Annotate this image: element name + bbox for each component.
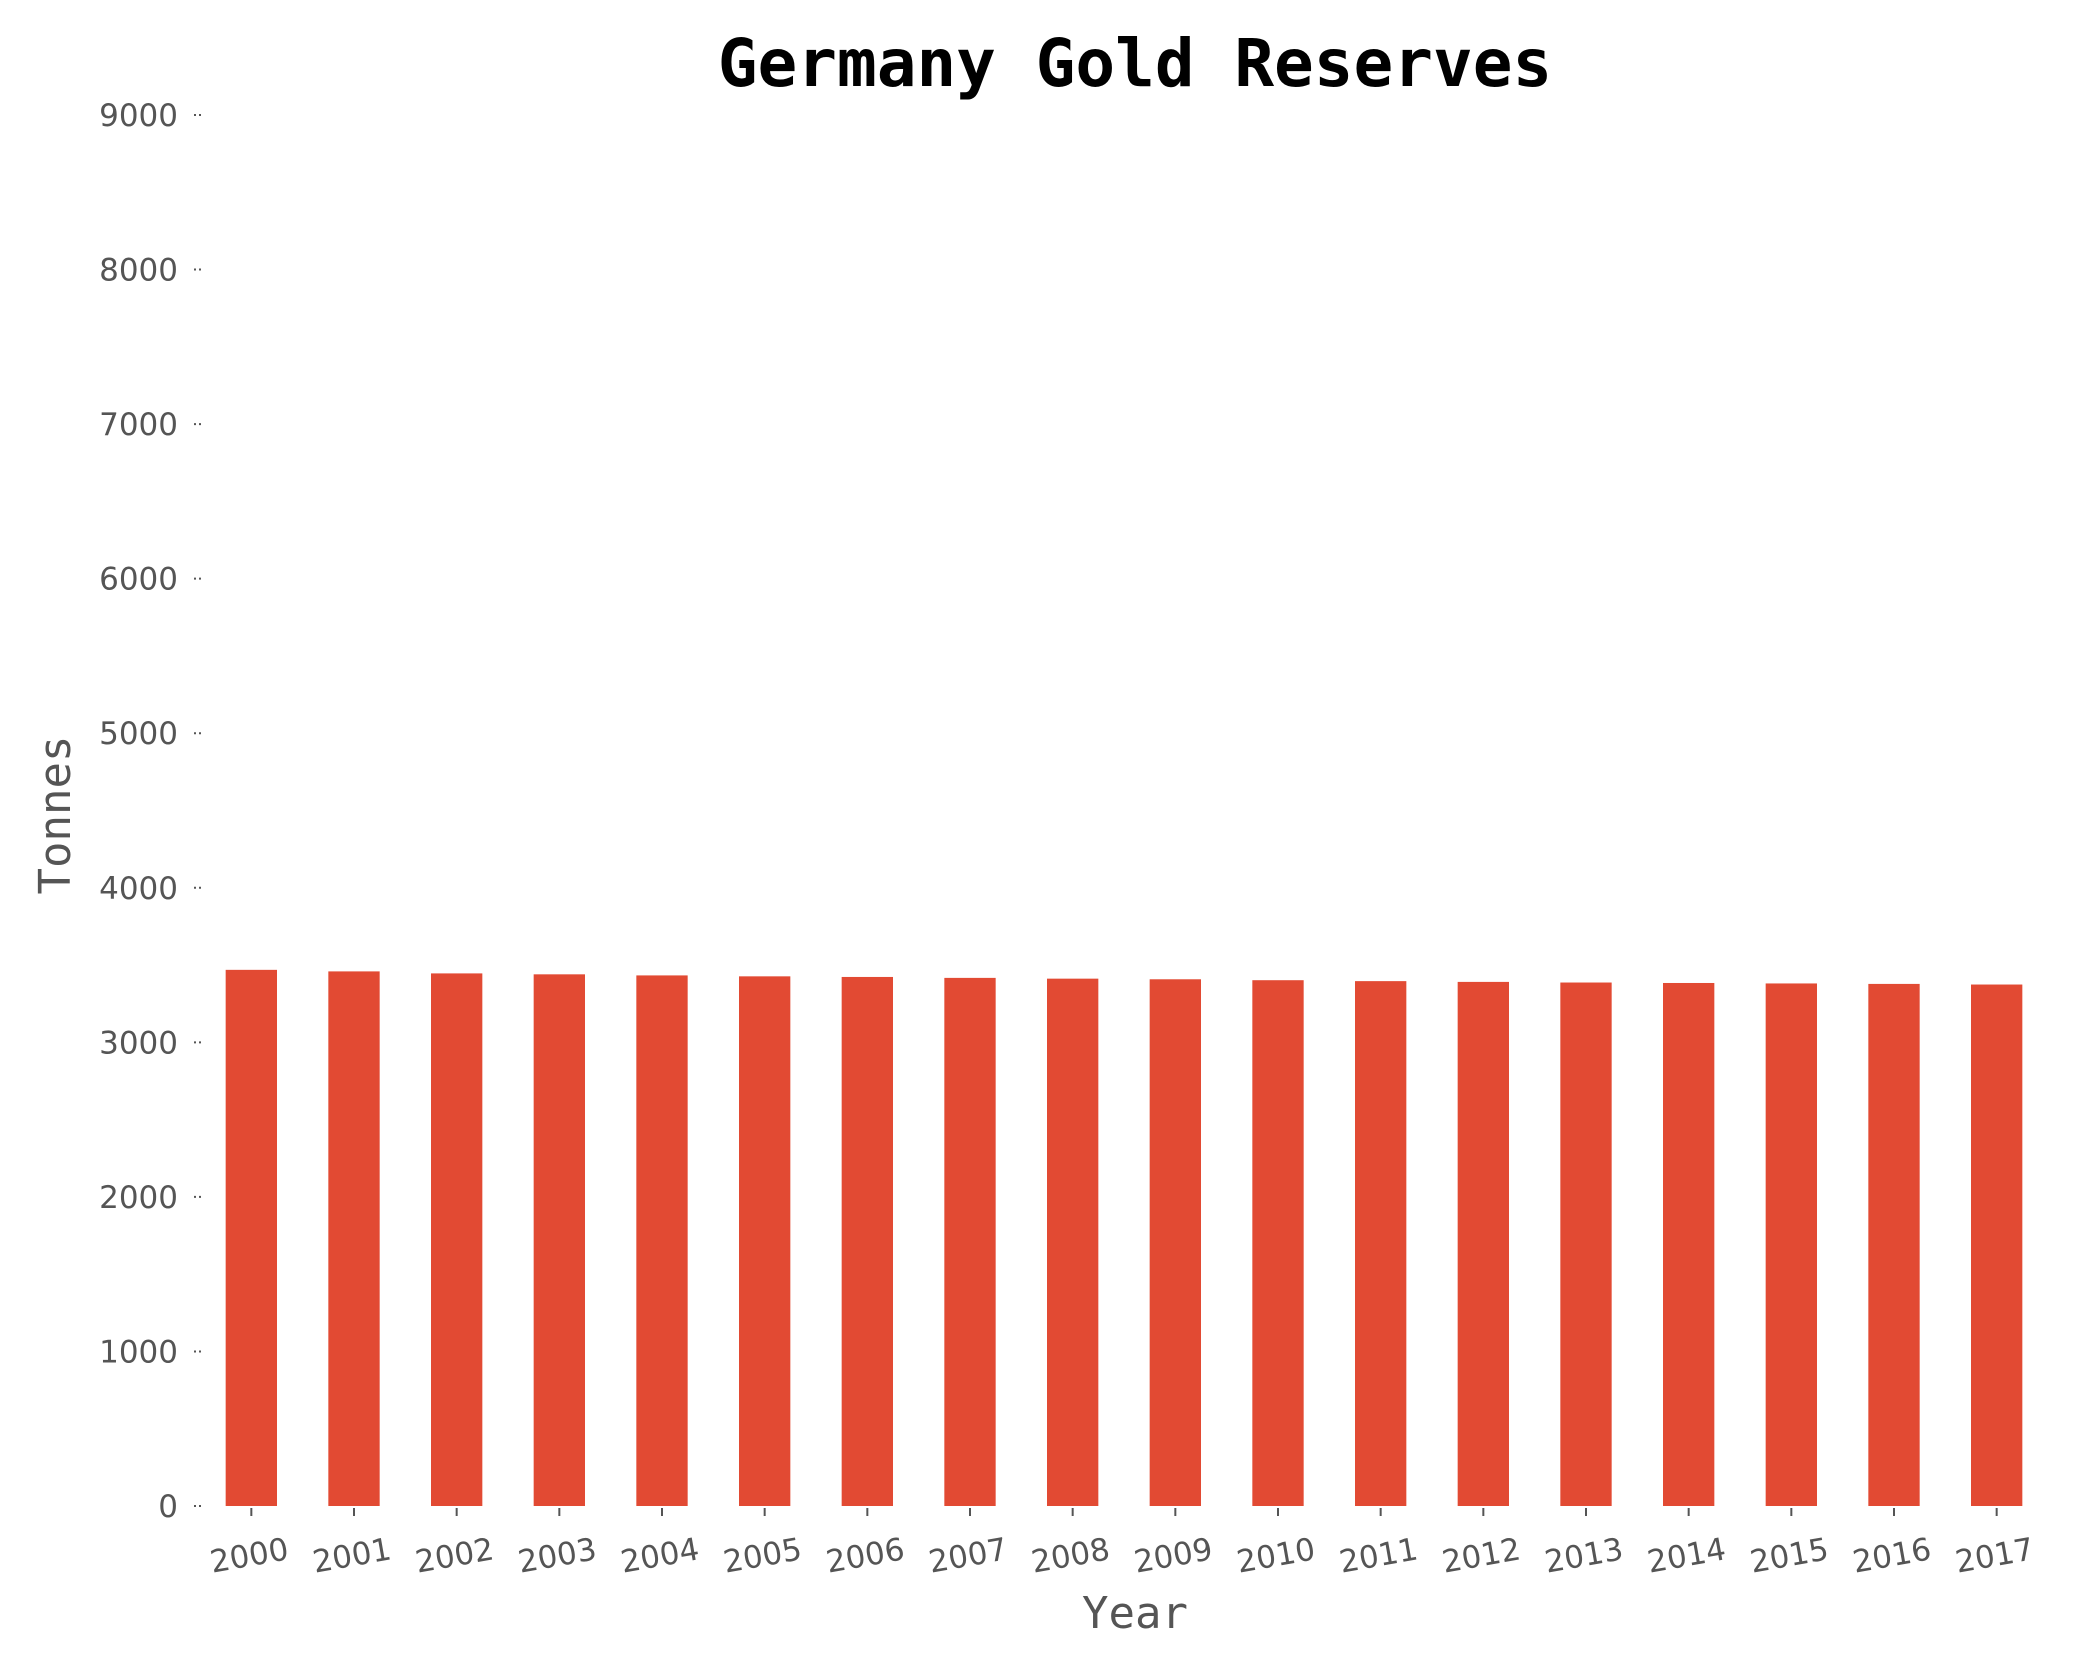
y-tick-label: 9000 — [99, 98, 178, 134]
y-tick-label: 1000 — [99, 1334, 178, 1370]
bar-2016 — [1868, 983, 1920, 1506]
bar-2017 — [1971, 984, 2023, 1506]
x-tick-label: 2002 — [413, 1531, 497, 1580]
y-tick-label: 6000 — [99, 562, 178, 598]
x-tick-label: 2015 — [1747, 1531, 1831, 1580]
x-tick-label: 2007 — [926, 1531, 1010, 1580]
bar-2011 — [1355, 981, 1407, 1506]
bar-2004 — [636, 975, 688, 1506]
x-tick-label: 2013 — [1542, 1531, 1626, 1580]
x-tick-label: 2008 — [1029, 1531, 1113, 1580]
x-axis-label: Year — [1082, 1588, 1188, 1639]
y-tick-label: 8000 — [99, 253, 178, 289]
x-tick-label: 2014 — [1645, 1531, 1729, 1580]
y-axis: 0 1000 2000 3000 4000 5000 6000 7000 8000 9000 — [99, 98, 204, 1525]
bar-2003 — [533, 974, 585, 1506]
bar-2015 — [1765, 983, 1817, 1506]
x-tick-label: 2001 — [310, 1531, 394, 1580]
x-tick-label: 2016 — [1850, 1531, 1934, 1580]
y-tick-label: 7000 — [99, 407, 178, 443]
x-tick-label: 2009 — [1131, 1531, 1215, 1580]
y-tick-label: 3000 — [99, 1025, 178, 1061]
bar-2009 — [1149, 979, 1201, 1506]
bar-2005 — [739, 976, 791, 1506]
chart-title: Germany Gold Reserves — [718, 25, 1552, 102]
x-tick-label: 2010 — [1234, 1531, 1318, 1580]
y-tick-label: 2000 — [99, 1180, 178, 1216]
y-tick-label: 4000 — [99, 871, 178, 907]
bar-2006 — [841, 976, 893, 1506]
x-tick-label: 2003 — [515, 1531, 599, 1580]
bar-2010 — [1252, 980, 1304, 1506]
x-tick-label: 2012 — [1439, 1531, 1523, 1580]
bar-2002 — [431, 973, 483, 1506]
bar-2007 — [944, 977, 996, 1506]
x-tick-label: 2004 — [618, 1531, 702, 1580]
x-axis: 2000 2001 2002 2003 2004 2005 2006 2007 2008 2009… — [207, 1508, 2037, 1581]
bars-group — [225, 969, 2023, 1506]
y-axis-label: Tonnes — [30, 736, 81, 895]
bar-2008 — [1047, 978, 1099, 1506]
y-tick-label: 0 — [158, 1489, 178, 1525]
y-tick-label: 5000 — [99, 716, 178, 752]
bar-2014 — [1663, 982, 1715, 1506]
bar-2012 — [1457, 981, 1509, 1506]
x-tick-label: 2000 — [207, 1531, 291, 1580]
x-tick-label: 2011 — [1337, 1531, 1421, 1580]
bar-2013 — [1560, 982, 1612, 1506]
x-tick-label: 2006 — [823, 1531, 907, 1580]
x-tick-label: 2005 — [721, 1531, 805, 1580]
bar-2001 — [328, 971, 380, 1506]
x-tick-label: 2017 — [1953, 1531, 2037, 1580]
bar-2000 — [225, 969, 277, 1506]
